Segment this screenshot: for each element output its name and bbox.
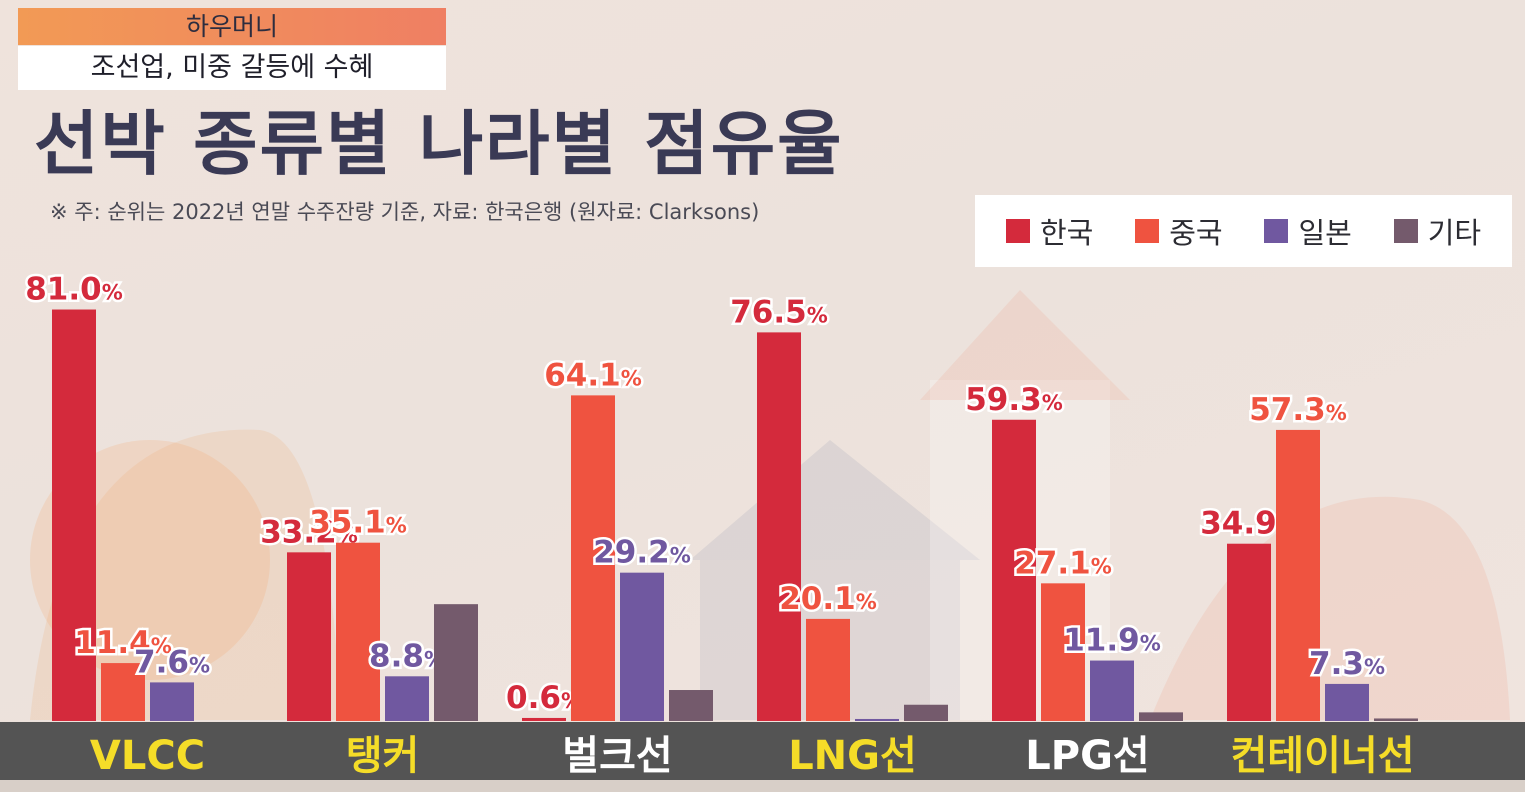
- category-bar: [0, 722, 1525, 780]
- legend-swatch: [1135, 219, 1160, 243]
- category-label: 탱커: [346, 733, 420, 779]
- data-label: 59.3%: [965, 382, 1063, 418]
- data-label: 20.1%: [779, 581, 877, 617]
- subtitle-banner: 조선업, 미중 갈등에 수혜: [18, 46, 446, 90]
- data-label: 11.9%: [1063, 623, 1161, 659]
- legend-swatch: [1264, 219, 1289, 243]
- bottom-strip: [0, 780, 1525, 792]
- category-label: VLCC: [90, 733, 205, 779]
- legend-label: 중국: [1169, 216, 1223, 250]
- data-label: 11.4%: [74, 625, 172, 661]
- bar-한국-LNG선: [757, 332, 801, 721]
- bar-중국-컨테이너선: [1276, 429, 1320, 721]
- page-title: 선박 종류별 나라별 점유율: [34, 103, 844, 185]
- legend-item-korea: 한국: [1005, 210, 1094, 252]
- bar-중국-LPG선: [1041, 583, 1085, 721]
- data-label: 27.1%: [1014, 545, 1112, 581]
- data-label: 29.2%: [593, 535, 691, 571]
- source-note: ※ 주: 순위는 2022년 연말 수주잔량 기준, 자료: 한국은행 (원자료…: [50, 200, 760, 224]
- data-label: 81.0%: [25, 272, 123, 308]
- legend-item-china: 중국: [1135, 210, 1223, 252]
- bar-중국-벌크선: [571, 395, 615, 721]
- bar-한국-컨테이너선: [1227, 543, 1271, 721]
- bar-기타-컨테이너선: [1374, 718, 1418, 721]
- data-label: 7.3%: [1309, 646, 1385, 682]
- bar-기타-탱커: [434, 604, 478, 721]
- legend-item-other: 기타: [1393, 210, 1482, 252]
- data-label: 0.6%: [506, 680, 582, 716]
- data-label: 35.1%: [309, 505, 407, 541]
- legend-swatch: [1005, 219, 1030, 243]
- data-label: 57.3%: [1249, 392, 1347, 428]
- data-label: 7.6%: [134, 644, 210, 680]
- data-label: 34.9%: [1200, 506, 1298, 542]
- data-label: 8.8%: [369, 638, 445, 674]
- bar-한국-LPG선: [992, 419, 1036, 721]
- bar-일본-VLCC: [150, 682, 194, 721]
- bar-일본-LNG선: [855, 718, 899, 721]
- bar-일본-탱커: [385, 676, 429, 721]
- bar-기타-벌크선: [669, 690, 713, 721]
- legend: 한국 중국 일본 기타: [975, 195, 1512, 267]
- data-label: 76.5%: [730, 294, 828, 330]
- category-label: LPG선: [1025, 733, 1149, 779]
- bar-한국-VLCC: [52, 309, 96, 721]
- bar-중국-LNG선: [806, 618, 850, 721]
- data-label: 64.1%: [544, 357, 642, 393]
- category-label: 벌크선: [562, 733, 672, 779]
- legend-label: 한국: [1039, 216, 1094, 250]
- bar-중국-VLCC: [101, 663, 145, 721]
- legend-swatch: [1393, 219, 1418, 243]
- bar-기타-LPG선: [1139, 712, 1183, 721]
- bar-일본-벌크선: [620, 572, 664, 721]
- bar-일본-컨테이너선: [1325, 683, 1369, 721]
- legend-label: 일본: [1298, 216, 1352, 250]
- bar-일본-LPG선: [1090, 660, 1134, 721]
- bar-중국-탱커: [336, 542, 380, 721]
- legend-item-japan: 일본: [1264, 210, 1352, 252]
- bar-한국-탱커: [287, 552, 331, 721]
- category-label: LNG선: [788, 733, 917, 779]
- category-label: 컨테이너선: [1231, 733, 1415, 779]
- legend-label: 기타: [1427, 216, 1482, 250]
- program-tag: 하우머니: [18, 8, 446, 45]
- bar-한국-벌크선: [522, 717, 566, 721]
- bar-기타-LNG선: [904, 704, 948, 721]
